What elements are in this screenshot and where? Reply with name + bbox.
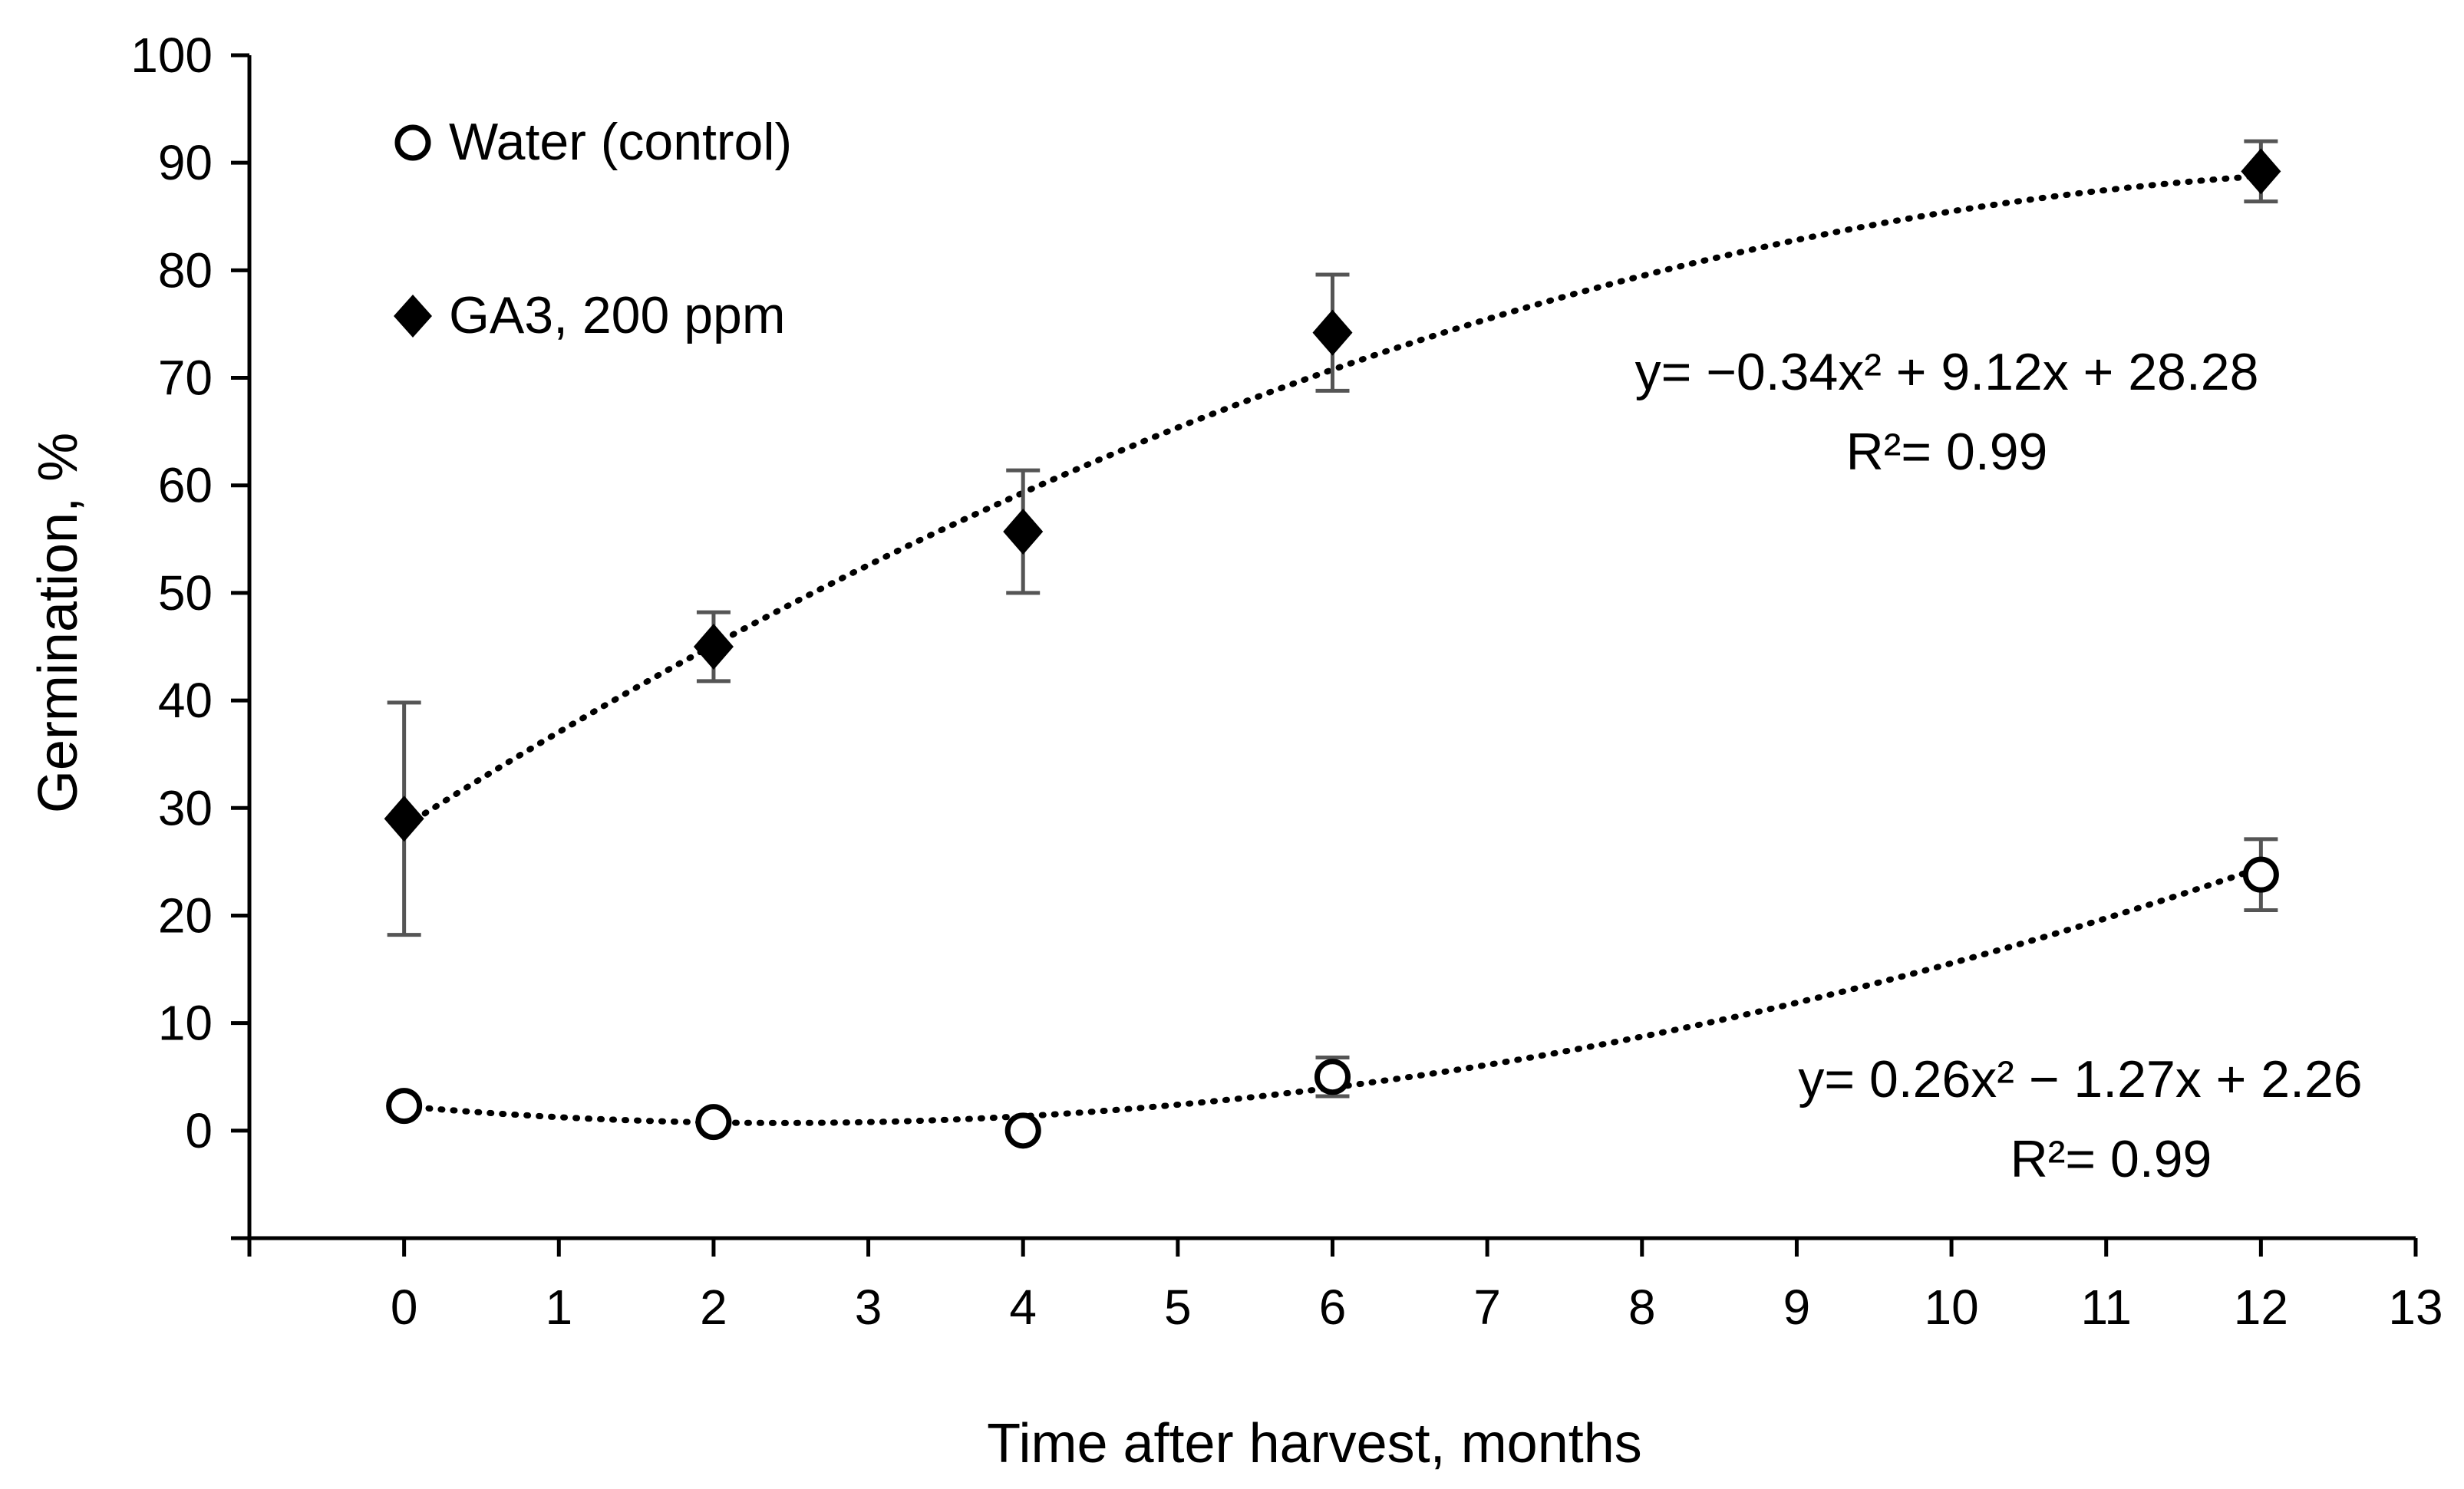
x-tick-label-3: 3 — [855, 1280, 882, 1335]
x-tick-label-12: 12 — [2234, 1280, 2288, 1335]
ga3-point-0 — [384, 796, 424, 842]
y-tick-label-50: 50 — [158, 565, 213, 621]
x-tick-label-10: 10 — [1924, 1280, 1978, 1335]
legend-marker-ga3 — [394, 295, 432, 338]
water-point-4 — [1004, 1112, 1041, 1149]
trendline-annotations: y= −0.34x² + 9.12x + 28.28 R²= 0.99 y= 0… — [1635, 343, 2363, 1188]
y-tick-label-60: 60 — [158, 458, 213, 513]
legend-marker-water — [394, 124, 431, 161]
x-tick-label-8: 8 — [1628, 1280, 1656, 1335]
water-point-2 — [695, 1104, 732, 1141]
y-tick-label-10: 10 — [158, 996, 213, 1051]
y-tick-label-0: 0 — [185, 1103, 213, 1158]
ga3-r-squared: R²= 0.99 — [1846, 423, 2048, 481]
y-tick-label-40: 40 — [158, 673, 213, 728]
ga3-equation: y= −0.34x² + 9.12x + 28.28 — [1635, 343, 2259, 401]
x-tick-label-7: 7 — [1473, 1280, 1501, 1335]
water-point-0 — [386, 1088, 423, 1125]
x-tick-label-13: 13 — [2388, 1280, 2443, 1335]
y-tick-label-100: 100 — [130, 28, 213, 83]
y-tick-label-80: 80 — [158, 242, 213, 298]
water-point-6 — [1314, 1059, 1351, 1095]
ga3-point-6 — [1312, 309, 1353, 356]
ga3-point-4 — [1003, 509, 1044, 555]
y-tick-label-70: 70 — [158, 351, 213, 406]
water-r-squared: R²= 0.99 — [2010, 1130, 2212, 1188]
x-tick-label-0: 0 — [391, 1280, 418, 1335]
ga3-point-2 — [693, 624, 734, 670]
ga3-point-12 — [2241, 148, 2281, 195]
water-equation: y= 0.26x² − 1.27x + 2.26 — [1798, 1050, 2362, 1109]
x-tick-label-6: 6 — [1319, 1280, 1347, 1335]
y-axis-title: Germination, % — [28, 433, 89, 813]
data-markers — [384, 148, 2281, 1149]
y-tick-label-30: 30 — [158, 780, 213, 835]
x-tick-label-11: 11 — [2080, 1280, 2131, 1335]
water-point-12 — [2242, 856, 2279, 893]
x-tick-label-2: 2 — [700, 1280, 727, 1335]
x-tick-label-9: 9 — [1783, 1280, 1811, 1335]
legend-label-ga3: GA3, 200 ppm — [449, 286, 785, 344]
legend-label-water: Water (control) — [449, 113, 792, 171]
y-tick-label-20: 20 — [158, 888, 213, 943]
x-tick-label-5: 5 — [1164, 1280, 1192, 1335]
x-tick-label-1: 1 — [545, 1280, 572, 1335]
x-axis-title: Time after harvest, months — [987, 1413, 1642, 1474]
legend: Water (control) GA3, 200 ppm — [394, 113, 792, 344]
y-tick-label-90: 90 — [158, 135, 213, 190]
x-tick-label-4: 4 — [1009, 1280, 1037, 1335]
